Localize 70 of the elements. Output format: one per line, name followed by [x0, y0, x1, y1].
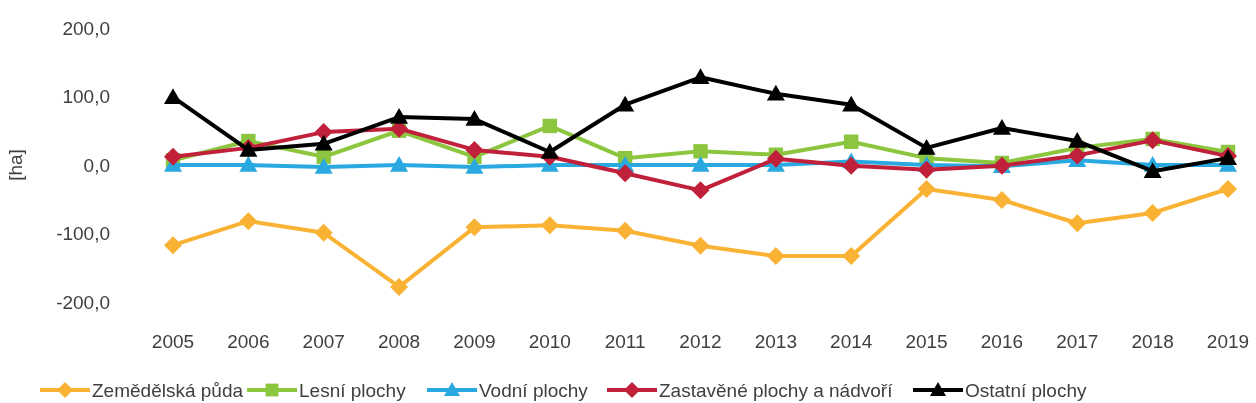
point: [164, 88, 182, 104]
x-tick-label: 2015: [905, 331, 948, 352]
point: [390, 156, 409, 172]
x-tick-label: 2013: [754, 331, 797, 352]
x-tick-label: 2018: [1131, 331, 1174, 352]
point: [691, 156, 710, 172]
x-tick-label: 2010: [528, 331, 571, 352]
point: [314, 223, 333, 242]
point: [842, 247, 861, 266]
legend-label: Lesní plochy: [299, 379, 407, 401]
point: [164, 147, 182, 166]
point: [616, 164, 635, 183]
point: [1068, 146, 1087, 165]
point: [693, 144, 708, 159]
point: [164, 236, 182, 255]
y-tick-label: 0,0: [83, 154, 110, 176]
point: [992, 119, 1011, 135]
point: [766, 247, 785, 266]
point: [239, 156, 258, 172]
point: [1143, 162, 1162, 178]
point: [842, 156, 861, 175]
x-tick-label: 2011: [604, 331, 646, 352]
point: [540, 142, 559, 159]
point: [1143, 203, 1162, 222]
point: [314, 158, 333, 174]
point: [239, 212, 258, 231]
x-tick-label: 2006: [227, 331, 270, 352]
point: [542, 118, 557, 134]
x-tick-label: 2005: [151, 331, 195, 352]
y-tick-label: 100,0: [62, 86, 110, 108]
x-tick-label: 2019: [1206, 331, 1250, 352]
point: [465, 218, 484, 237]
point: [1219, 179, 1237, 198]
point: [842, 95, 861, 112]
point: [691, 181, 710, 200]
legend-label: Zastavěné plochy a nádvoří: [659, 379, 894, 401]
point: [917, 160, 936, 179]
point: [691, 236, 710, 255]
legend-label: Zemědělská půda: [92, 379, 244, 401]
x-tick-label: 2007: [302, 331, 345, 352]
point: [616, 221, 635, 240]
legend-label: Vodní plochy: [479, 379, 589, 401]
x-tick-label: 2017: [1056, 331, 1099, 352]
point: [465, 158, 484, 174]
x-tick-label: 2014: [830, 331, 873, 352]
point: [540, 216, 559, 235]
point: [844, 134, 859, 149]
point: [1068, 132, 1087, 148]
x-tick-label: 2009: [453, 331, 496, 352]
point: [390, 108, 409, 124]
y-tick-label: -200,0: [56, 291, 110, 313]
point: [314, 134, 333, 151]
legend-label: Ostatní plochy: [965, 379, 1087, 401]
x-tick-label: 2016: [980, 331, 1024, 352]
x-tick-label: 2012: [679, 331, 722, 352]
point: [766, 149, 785, 168]
point: [766, 84, 785, 101]
point: [465, 140, 484, 159]
x-tick-label: 2008: [377, 331, 421, 352]
point: [917, 138, 936, 155]
point: [1068, 214, 1087, 233]
point: [390, 277, 409, 296]
y-tick-label: 200,0: [62, 17, 110, 39]
y-axis-title: [ha]: [5, 149, 26, 181]
point: [465, 110, 484, 126]
point: [691, 68, 710, 85]
y-tick-label: -100,0: [56, 223, 110, 245]
point: [992, 190, 1011, 209]
point: [917, 179, 936, 198]
point: [616, 95, 635, 112]
